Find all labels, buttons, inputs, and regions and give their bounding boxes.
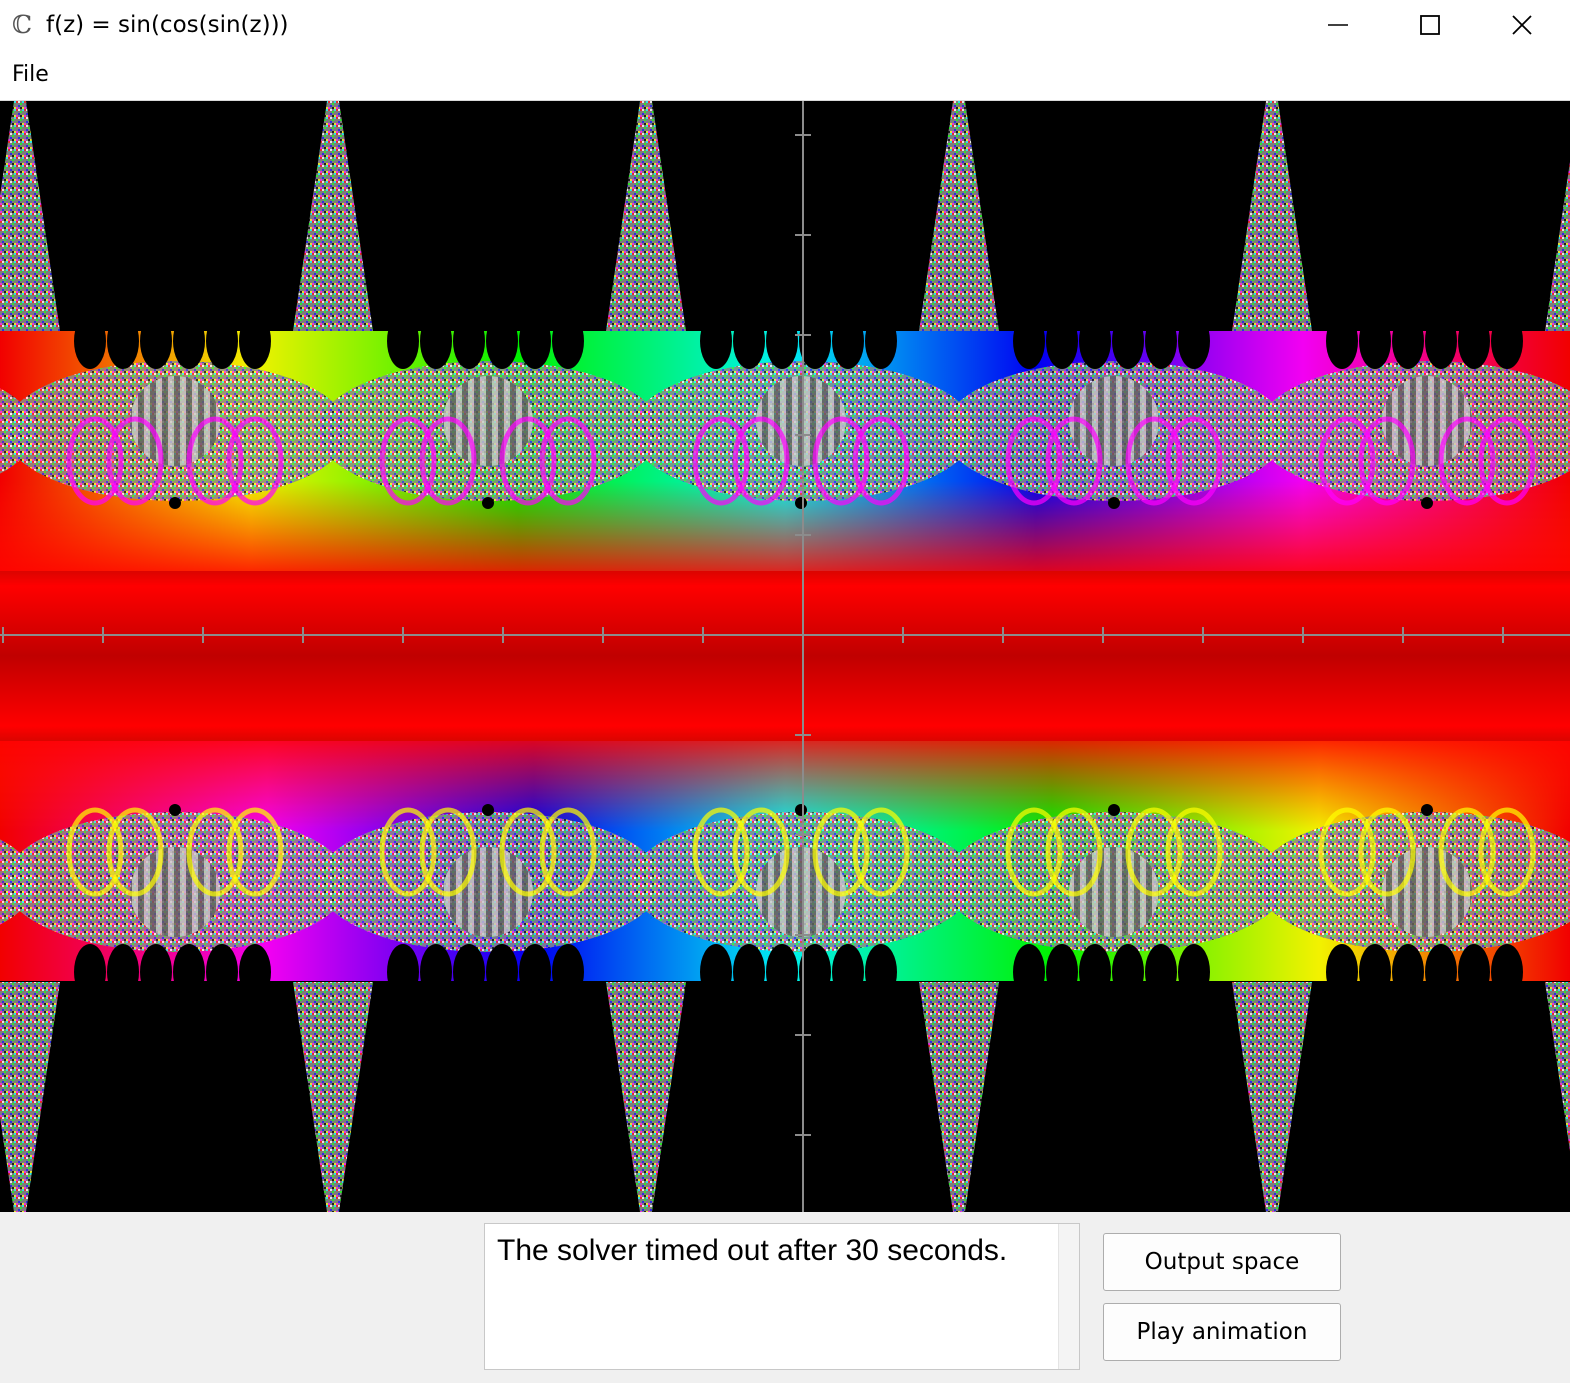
minimize-button[interactable] [1292,0,1384,50]
close-icon [1512,15,1532,35]
minimize-icon [1328,24,1348,26]
status-scrollbar[interactable] [1058,1224,1079,1369]
title-bar[interactable]: ℂ f(z) = sin(cos(sin(z))) [0,0,1570,52]
complex-c-icon: ℂ [12,10,32,39]
window-title: f(z) = sin(cos(sin(z))) [46,12,289,38]
status-message: The solver timed out after 30 seconds. [497,1234,1008,1267]
menu-file[interactable]: File [12,62,49,87]
menu-bar: File [0,52,1570,101]
play-animation-button[interactable]: Play animation [1103,1303,1341,1361]
maximize-icon [1420,15,1440,35]
maximize-button[interactable] [1384,0,1476,50]
bottom-panel: The solver timed out after 30 seconds. O… [0,1212,1570,1383]
close-button[interactable] [1476,0,1568,50]
domain-coloring-plot [0,101,1570,1212]
complex-plot-canvas[interactable] [0,101,1570,1212]
output-space-button[interactable]: Output space [1103,1233,1341,1291]
status-textarea[interactable]: The solver timed out after 30 seconds. [484,1223,1080,1370]
